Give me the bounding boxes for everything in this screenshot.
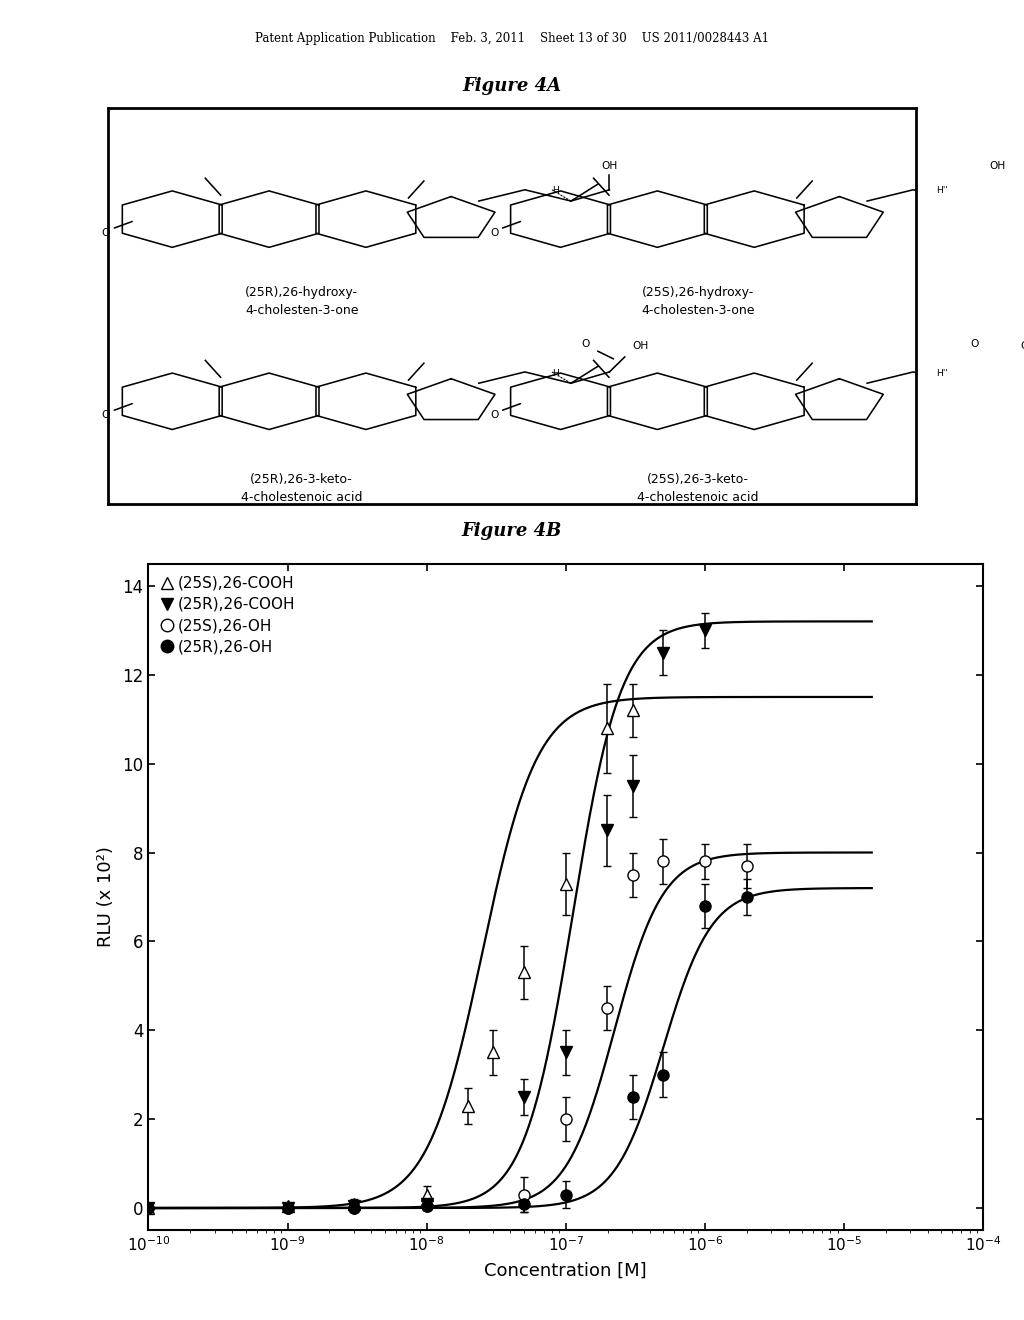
Text: OH: OH — [633, 342, 649, 351]
Text: O: O — [970, 339, 979, 350]
Text: H: H — [553, 186, 559, 195]
Text: O: O — [101, 411, 111, 420]
Legend: (25S),26-COOH, (25R),26-COOH, (25S),26-OH, (25R),26-OH: (25S),26-COOH, (25R),26-COOH, (25S),26-O… — [156, 572, 300, 659]
X-axis label: Concentration [M]: Concentration [M] — [484, 1262, 647, 1280]
Text: H: H — [553, 368, 559, 378]
Text: Figure 4B: Figure 4B — [462, 521, 562, 540]
Text: H'': H'' — [936, 368, 948, 378]
Text: OH: OH — [1021, 342, 1024, 351]
Text: (25S),26-hydroxy-
4-cholesten-3-one: (25S),26-hydroxy- 4-cholesten-3-one — [641, 286, 755, 317]
Y-axis label: RLU (x 10²): RLU (x 10²) — [97, 846, 116, 948]
Text: (25S),26-3-keto-
4-cholestenoic acid: (25S),26-3-keto- 4-cholestenoic acid — [637, 473, 759, 503]
Text: Figure 4A: Figure 4A — [463, 77, 561, 95]
Text: O: O — [490, 411, 499, 420]
Text: OH: OH — [601, 161, 617, 172]
Text: O: O — [490, 228, 499, 238]
Text: OH: OH — [989, 161, 1006, 172]
Text: O: O — [101, 228, 111, 238]
Text: (25R),26-3-keto-
4-cholestenoic acid: (25R),26-3-keto- 4-cholestenoic acid — [241, 473, 362, 503]
Text: (25R),26-hydroxy-
4-cholesten-3-one: (25R),26-hydroxy- 4-cholesten-3-one — [245, 286, 358, 317]
Text: O: O — [582, 339, 590, 350]
Text: Patent Application Publication    Feb. 3, 2011    Sheet 13 of 30    US 2011/0028: Patent Application Publication Feb. 3, 2… — [255, 32, 769, 45]
Text: H'': H'' — [936, 186, 948, 195]
